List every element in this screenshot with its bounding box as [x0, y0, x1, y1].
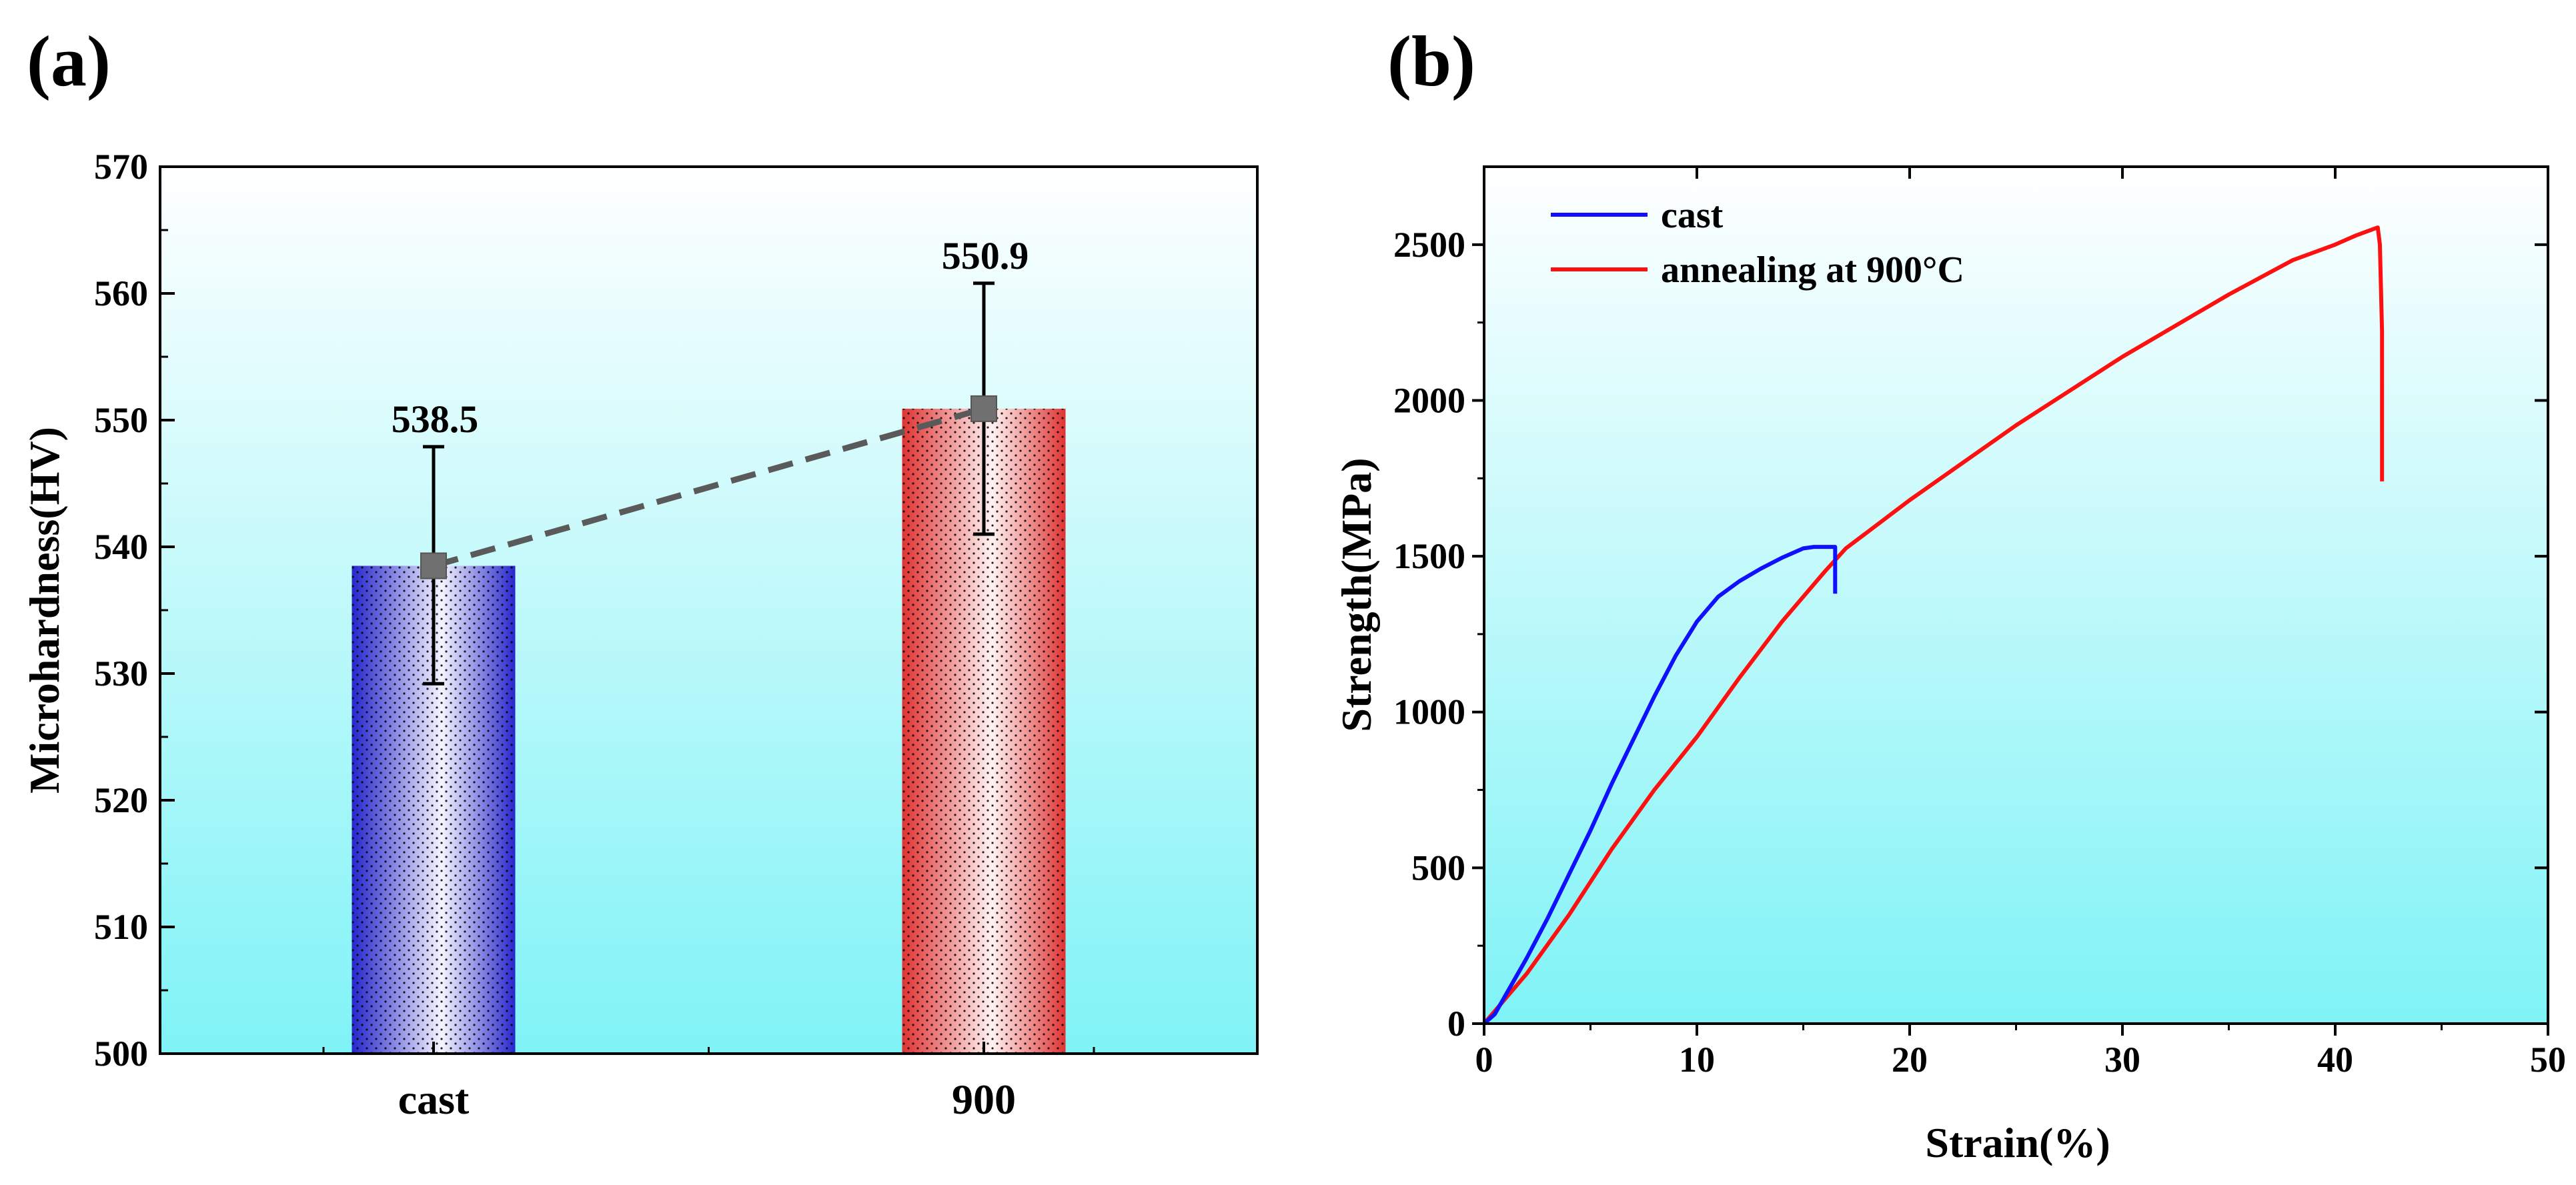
y-tick-label: 0	[1447, 1004, 1465, 1044]
legend: cast annealing at 900°C	[1551, 195, 1964, 291]
panel-a-label: (a)	[27, 22, 111, 101]
x-tick-label: 10	[1679, 1040, 1715, 1080]
panel-b-label: (b)	[1387, 22, 1475, 101]
y-axis-b-ticks: 0 500 1000 1500 2000 2500	[1393, 225, 2548, 1044]
y-tick-label: 2000	[1393, 380, 1465, 420]
x-tick-label: 30	[2104, 1040, 2140, 1080]
y-tick-label: 500	[94, 1034, 148, 1074]
stress-strain-chart: 0 500 1000 1500 2000 2500 0 10 20 30 40 …	[1333, 165, 2566, 1166]
y-axis-a-title: Microhardness(HV)	[21, 427, 68, 794]
x-tick-label: 50	[2530, 1040, 2566, 1080]
y-tick-label: 560	[94, 273, 148, 313]
hardness-bar-chart: 538.5 550.9 500 510 520 530 540 550 560 …	[21, 147, 1259, 1123]
x-axis-a-ticks: cast 900	[322, 1042, 1095, 1123]
x-tick-label: 20	[1892, 1040, 1928, 1080]
y-tick-label: 1000	[1393, 692, 1465, 732]
x-category-cast: cast	[398, 1076, 470, 1123]
y-tick-label: 500	[1411, 848, 1465, 888]
value-label-cast: 538.5	[392, 397, 479, 441]
legend-label-cast: cast	[1661, 195, 1724, 236]
series-line-annealed	[1482, 225, 2385, 1025]
x-axis-b-title: Strain(%)	[1925, 1119, 2110, 1166]
y-tick-label: 1500	[1393, 536, 1465, 576]
x-tick-label: 40	[2317, 1040, 2353, 1080]
mean-connector-line	[432, 405, 985, 569]
plot-b-background	[1484, 167, 2548, 1024]
legend-label-annealed: annealing at 900°C	[1661, 249, 1964, 291]
x-axis-b-ticks: 0 10 20 30 40 50	[1475, 167, 2566, 1080]
mean-markers	[420, 395, 997, 579]
series-line-cast	[1483, 545, 1838, 1026]
y-axis-a-ticks: 500 510 520 530 540 550 560 570	[94, 147, 175, 1074]
value-labels-a: 538.5 550.9	[392, 234, 1029, 441]
y-tick-label: 570	[94, 147, 148, 187]
y-tick-label: 540	[94, 527, 148, 567]
y-tick-label: 550	[94, 400, 148, 440]
y-tick-label: 2500	[1393, 225, 1465, 265]
x-tick-label: 0	[1475, 1040, 1493, 1080]
plot-a-background	[160, 167, 1257, 1054]
y-tick-label: 520	[94, 780, 148, 820]
value-label-900: 550.9	[942, 234, 1029, 277]
y-axis-b-title: Strength(MPa)	[1333, 457, 1380, 732]
mean-marker-cast	[420, 552, 447, 579]
mean-marker-900	[971, 395, 997, 422]
x-category-900: 900	[952, 1076, 1016, 1123]
y-tick-label: 530	[94, 654, 148, 694]
y-tick-label: 510	[94, 907, 148, 947]
